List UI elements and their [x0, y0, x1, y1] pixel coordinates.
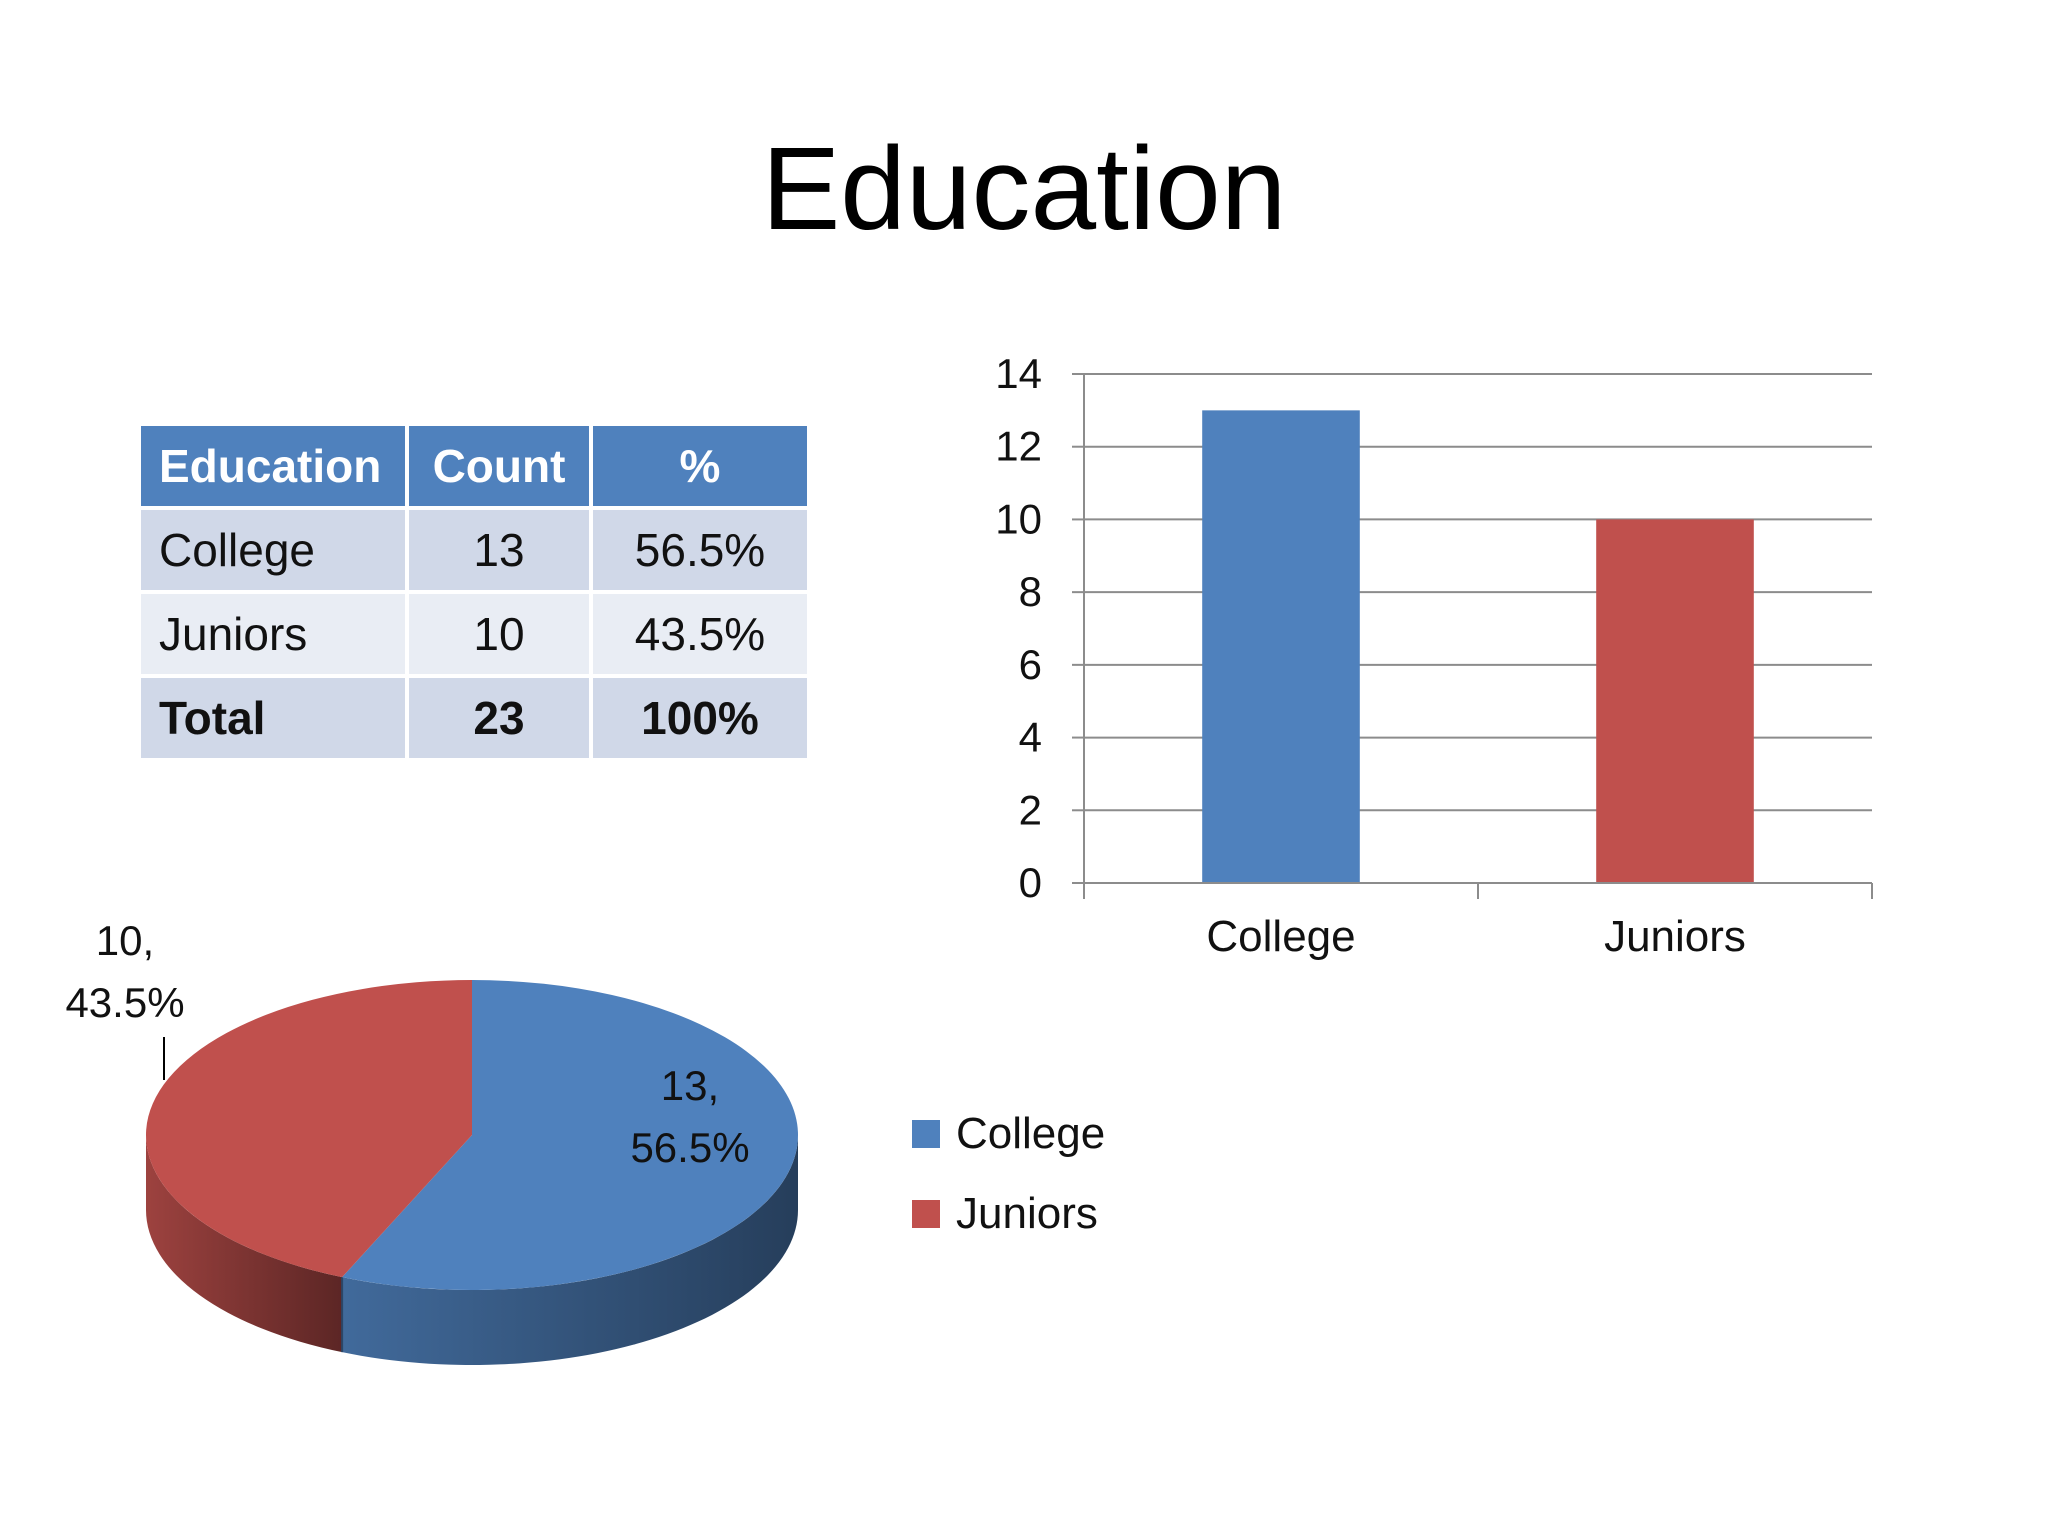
y-tick-label: 4 [1019, 714, 1042, 761]
pie-data-label-college: 13, 56.5% [630, 1062, 749, 1171]
table-header-percent: % [593, 426, 807, 506]
bar-college [1202, 410, 1360, 883]
pie-data-label-line: 10, [96, 917, 154, 964]
table-cell: 23 [409, 674, 589, 758]
table-header-education: Education [141, 426, 405, 506]
y-tick-label: 6 [1019, 641, 1042, 688]
slide-title: Education [761, 123, 1287, 255]
legend-swatch-college [912, 1120, 940, 1148]
table-cell: 10 [409, 590, 589, 674]
y-tick-label: 10 [995, 495, 1042, 542]
table-cell: 43.5% [593, 590, 807, 674]
table-row: College 13 56.5% [141, 506, 807, 590]
legend-swatch-juniors [912, 1200, 940, 1228]
pie-data-label-line: 43.5% [65, 979, 184, 1026]
pie-slice-college [342, 980, 798, 1290]
legend-label-college: College [956, 1109, 1105, 1158]
pie-data-label-line: 56.5% [630, 1124, 749, 1171]
table-total-row: Total 23 100% [141, 674, 807, 758]
table-header-count: Count [409, 426, 589, 506]
table-cell: 13 [409, 506, 589, 590]
pie-slice-juniors [145, 980, 472, 1278]
pie-side-college [342, 1135, 798, 1365]
x-tick-label: College [1206, 912, 1355, 961]
pie-side-juniors [146, 1135, 343, 1353]
pie-data-label-line: 13, [661, 1062, 719, 1109]
table-cell: 100% [593, 674, 807, 758]
education-table: Education Count % College 13 56.5% Junio… [137, 426, 811, 758]
bar-juniors [1596, 519, 1754, 883]
y-tick-label: 12 [995, 423, 1042, 470]
y-tick-label: 14 [995, 350, 1042, 397]
table-cell: Total [141, 674, 405, 758]
x-tick-label: Juniors [1604, 912, 1746, 961]
y-tick-label: 8 [1019, 568, 1042, 615]
table-row: Juniors 10 43.5% [141, 590, 807, 674]
y-tick-label: 0 [1019, 859, 1042, 906]
y-tick-label: 2 [1019, 786, 1042, 833]
table-cell: Juniors [141, 590, 405, 674]
legend-label-juniors: Juniors [956, 1189, 1098, 1238]
table-cell: College [141, 506, 405, 590]
table-cell: 56.5% [593, 506, 807, 590]
pie-data-label-juniors: 10, 43.5% [65, 917, 184, 1026]
table-header-row: Education Count % [141, 426, 807, 506]
